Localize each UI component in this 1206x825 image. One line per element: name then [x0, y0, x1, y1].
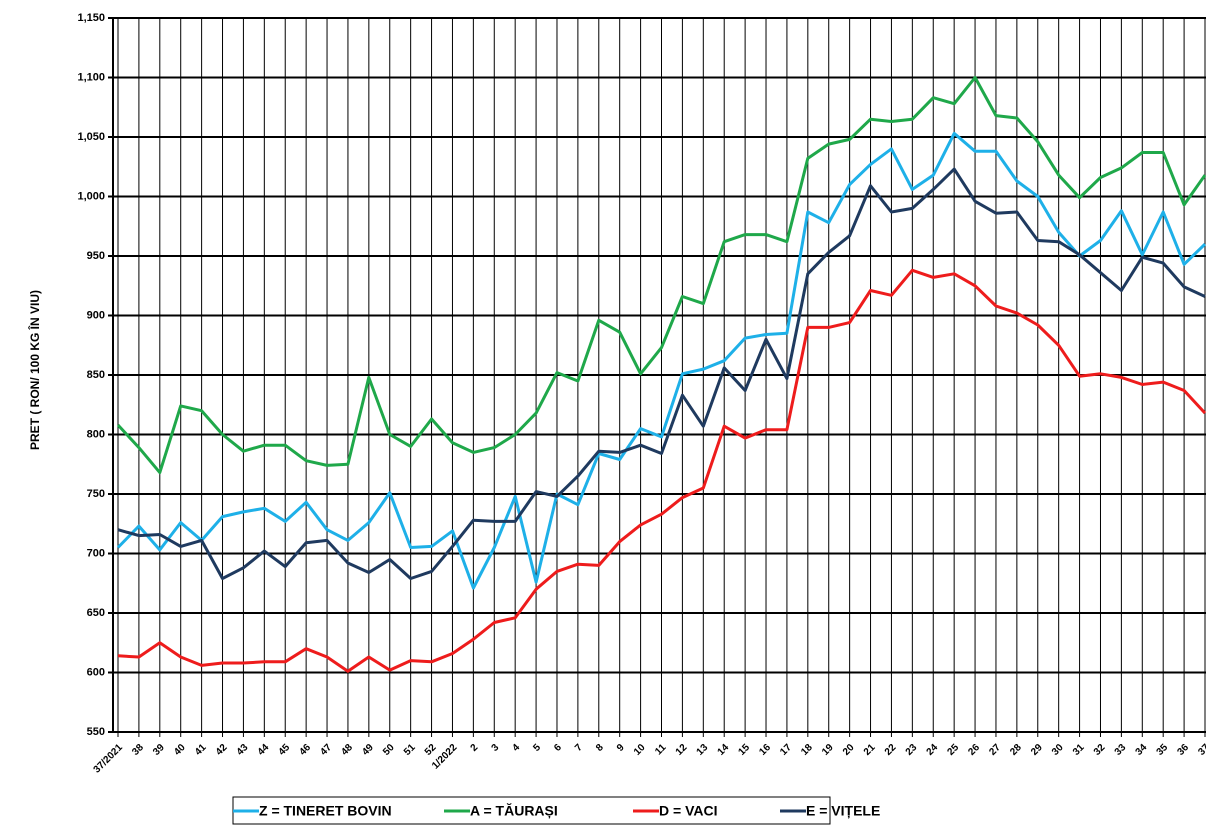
x-tick-label: 50 [381, 742, 397, 758]
x-tick-label: 24 [925, 742, 941, 758]
y-tick-label: 1,150 [77, 12, 105, 24]
y-tick-label: 800 [87, 428, 105, 440]
legend-box [232, 796, 831, 825]
x-tick-label: 17 [778, 742, 794, 758]
y-tick-label: 950 [87, 250, 105, 262]
x-tick-label: 34 [1134, 742, 1150, 758]
legend-label: E = VIȚELE [806, 803, 880, 819]
y-tick-label: 900 [87, 309, 105, 321]
x-tick-label: 48 [339, 742, 355, 758]
x-tick-label: 6 [552, 742, 564, 754]
y-axis-label: PRET ( RON/ 100 KG ÎN VIU) [27, 290, 42, 450]
x-tick-label: 30 [1050, 742, 1066, 758]
x-tick-label: 27 [987, 742, 1003, 758]
x-tick-label: 51 [402, 742, 418, 758]
x-tick-label: 32 [1092, 742, 1108, 758]
x-tick-label: 28 [1008, 742, 1024, 758]
x-tick-label: 19 [820, 742, 836, 758]
y-tick-label: 600 [87, 666, 105, 678]
x-tick-label: 22 [883, 742, 899, 758]
x-tick-label: 41 [193, 742, 209, 758]
x-tick-label: 9 [615, 742, 627, 754]
series-line [116, 131, 1206, 590]
x-tick-label: 49 [360, 742, 376, 758]
x-tick-label: 36 [1175, 742, 1191, 758]
x-tick-label: 37 [1196, 742, 1206, 758]
x-tick-label: 43 [235, 742, 251, 758]
y-tick-label: 650 [87, 607, 105, 619]
x-tick-label: 37/2021 [92, 742, 126, 776]
x-tick-label: 7 [573, 742, 585, 754]
x-tick-label: 23 [904, 742, 920, 758]
y-tick-label: 850 [87, 369, 105, 381]
series-line [117, 167, 1206, 580]
y-tick-label: 550 [87, 726, 105, 738]
x-tick-label: 52 [423, 742, 439, 758]
y-tick-label: 1,050 [77, 131, 105, 143]
x-tick-label: 4 [510, 742, 522, 754]
legend-label: A = TĂURAȘI [470, 803, 558, 819]
series-line [117, 268, 1206, 673]
x-tick-label: 8 [594, 742, 606, 754]
x-tick-label: 25 [945, 742, 961, 758]
y-tick-label: 1,100 [77, 71, 105, 83]
series-line [116, 76, 1206, 475]
x-tick-label: 5 [531, 742, 543, 754]
x-tick-label: 14 [716, 742, 732, 758]
x-tick-label: 45 [277, 742, 293, 758]
x-tick-label: 40 [172, 742, 188, 758]
x-tick-label: 20 [841, 742, 857, 758]
x-tick-label: 13 [695, 742, 711, 758]
x-tick-label: 11 [653, 742, 669, 758]
legend-label: D = VACI [659, 803, 717, 819]
x-tick-label: 21 [862, 742, 878, 758]
x-tick-label: 15 [736, 742, 752, 758]
x-tick-label: 31 [1071, 742, 1087, 758]
x-tick-label: 46 [297, 742, 313, 758]
x-tick-label: 16 [757, 742, 773, 758]
x-tick-label: 29 [1029, 742, 1045, 758]
x-tick-label: 26 [966, 742, 982, 758]
x-tick-label: 47 [318, 742, 334, 758]
y-tick-label: 1,000 [77, 190, 105, 202]
x-tick-label: 44 [256, 742, 272, 758]
x-tick-label: 3 [490, 742, 502, 754]
x-tick-label: 38 [130, 742, 146, 758]
x-tick-label: 2 [469, 742, 481, 754]
x-tick-label: 42 [214, 742, 230, 758]
y-tick-label: 750 [87, 488, 105, 500]
x-tick-label: 10 [632, 742, 648, 758]
x-tick-label: 35 [1155, 742, 1171, 758]
legend-label: Z = TINERET BOVIN [259, 803, 392, 819]
x-tick-label: 39 [151, 742, 167, 758]
x-tick-label: 12 [674, 742, 690, 758]
x-tick-label: 33 [1113, 742, 1129, 758]
x-tick-label: 18 [799, 742, 815, 758]
y-tick-label: 700 [87, 547, 105, 559]
